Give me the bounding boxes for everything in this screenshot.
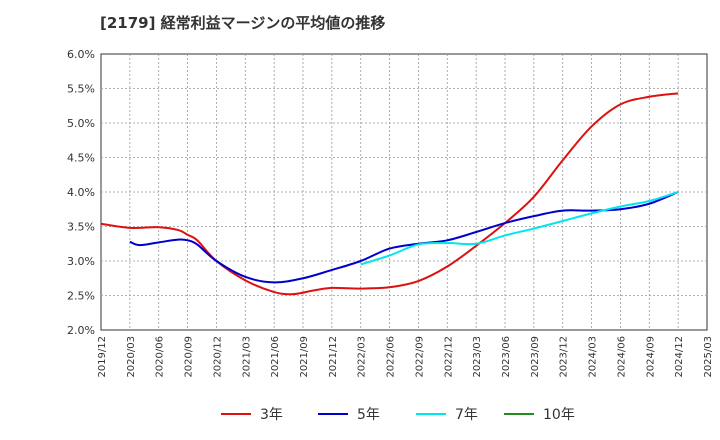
x-tick-label: 2022/06 [386,336,397,378]
legend-label: 3年 [260,407,283,423]
y-tick-label: 3.0% [67,255,95,268]
legend-label: 7年 [455,407,478,423]
y-axis-ticks: 2.0% 2.5% 3.0% 3.5% 4.0% 4.5% 5.0% 5.5% 6.0% [67,48,95,337]
x-axis-ticks: 2019/12 2020/03 2020/06 2020/09 2020/12 2021/… [97,336,714,378]
x-tick-label: 2023/12 [559,336,570,378]
y-tick-label: 2.5% [67,290,95,303]
x-tick-label: 2020/12 [212,336,223,378]
y-tick-label: 4.0% [67,186,95,199]
y-tick-label: 4.5% [67,152,95,165]
y-tick-label: 5.0% [67,117,95,130]
x-tick-label: 2023/09 [530,336,541,378]
grid-lines [101,54,707,330]
x-tick-label: 2022/09 [414,336,425,378]
x-tick-label: 2022/12 [443,336,454,378]
x-tick-label: 2024/06 [616,336,627,378]
x-tick-label: 2021/09 [299,336,310,378]
x-tick-label: 2024/03 [588,336,599,378]
x-tick-label: 2019/12 [97,336,108,378]
x-tick-label: 2021/03 [241,336,252,378]
y-tick-label: 5.5% [67,83,95,96]
series-lines [100,92,679,296]
x-tick-label: 2020/03 [126,336,137,378]
x-tick-label: 2021/12 [328,336,339,378]
series-line [360,191,679,266]
y-tick-label: 6.0% [67,48,95,61]
x-tick-label: 2025/03 [703,336,714,378]
y-tick-label: 3.5% [67,221,95,234]
x-tick-label: 2022/03 [357,336,368,378]
series-line [129,191,679,284]
x-tick-label: 2024/12 [674,336,685,378]
series-line [100,92,679,296]
x-tick-label: 2023/06 [501,336,512,378]
legend-label: 10年 [543,407,575,423]
chart-title: [2179] 経常利益マージンの平均値の推移 [100,14,386,32]
x-tick-label: 2024/09 [645,336,656,378]
y-tick-label: 2.0% [67,324,95,337]
plot-area [100,53,708,331]
x-tick-label: 2021/06 [270,336,281,378]
x-tick-label: 2020/06 [155,336,166,378]
x-tick-label: 2023/03 [472,336,483,378]
legend: 3年 5年 7年 10年 [221,407,575,423]
legend-label: 5年 [357,407,380,423]
x-tick-label: 2020/09 [184,336,195,378]
